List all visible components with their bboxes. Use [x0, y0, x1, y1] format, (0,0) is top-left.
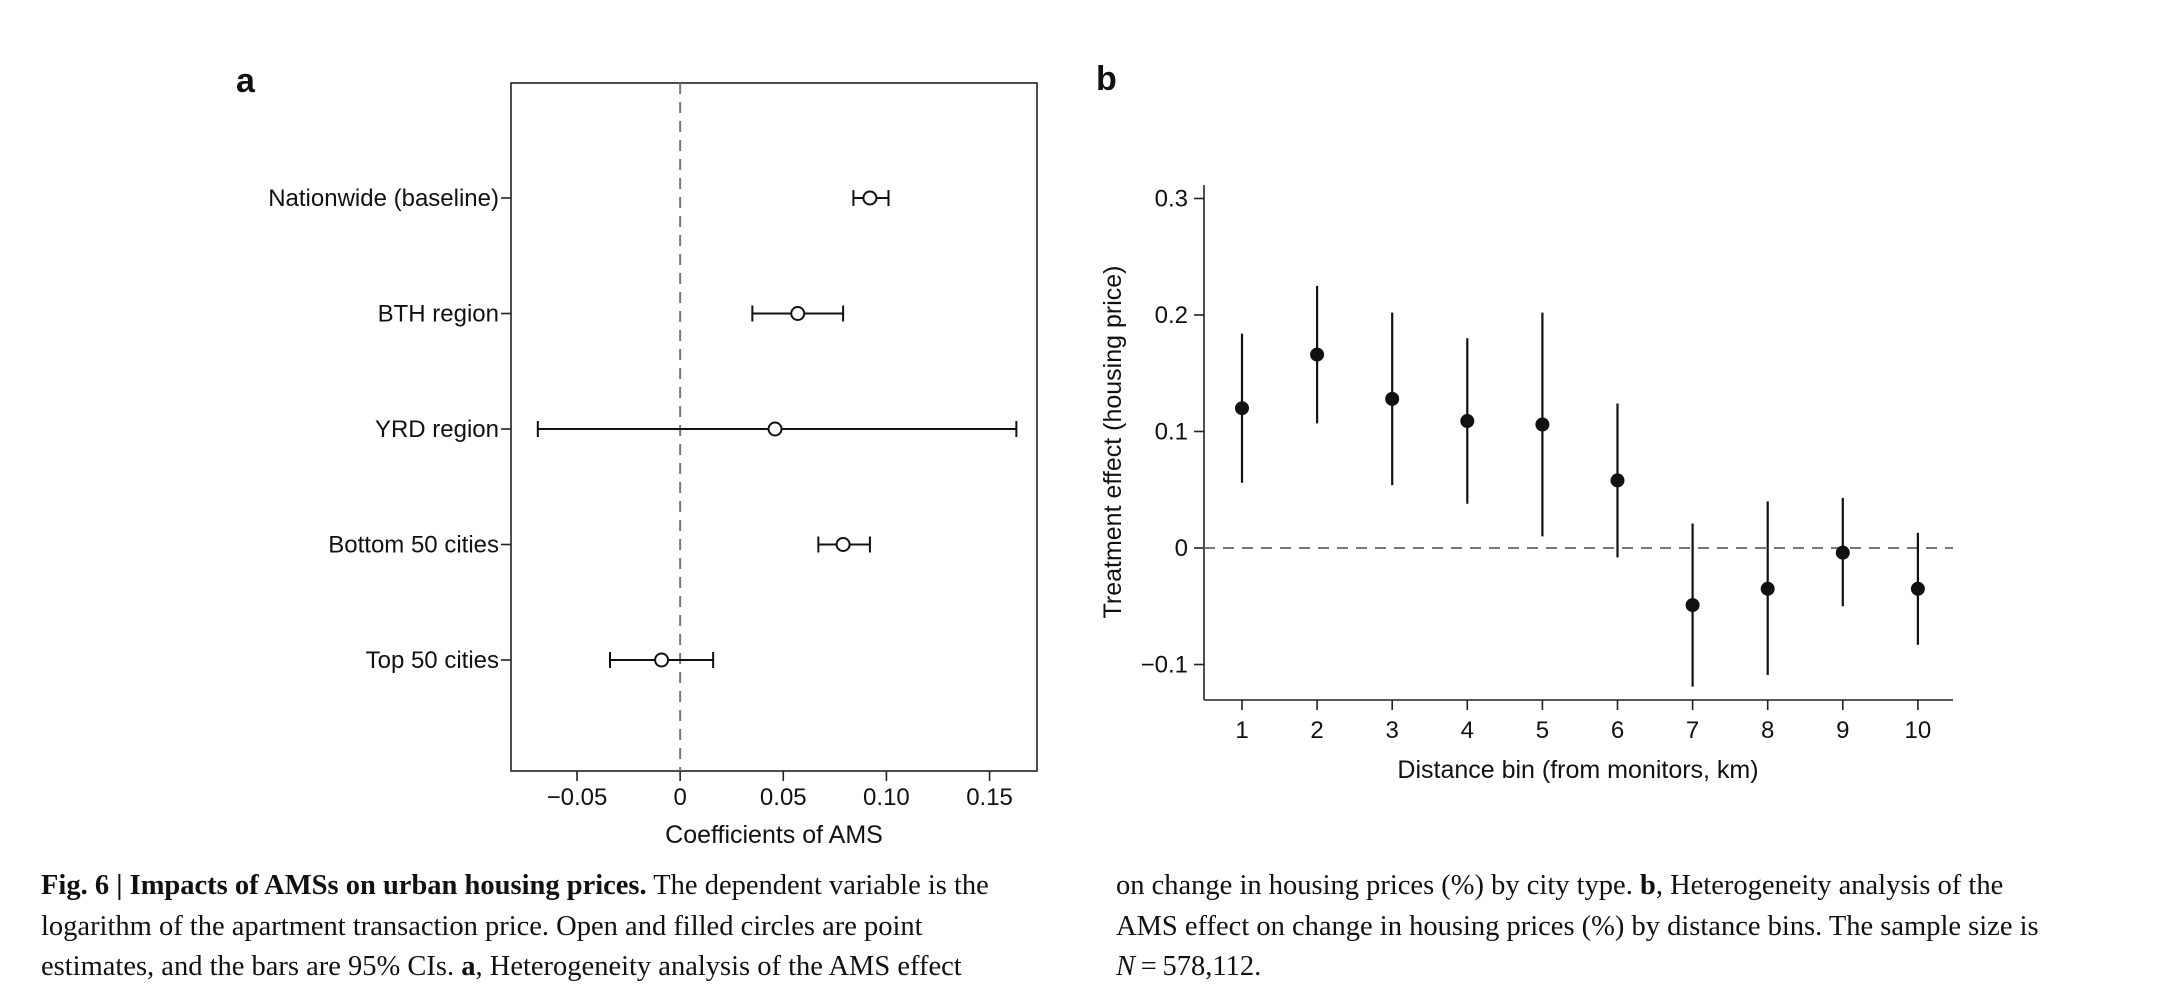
- panel-b-point-estimate: [1910, 581, 1925, 596]
- caption-text: estimates, and the bars are 95% CIs.: [41, 951, 462, 982]
- panel-a-letter: a: [236, 62, 256, 100]
- panel-a-category-label: YRD region: [375, 416, 499, 443]
- panel-b-point-estimate: [1685, 598, 1700, 613]
- caption-text: = 578,112.: [1135, 951, 1262, 982]
- panel-b-y-tick-label: −0.1: [1141, 652, 1188, 679]
- panel-b-letter: b: [1096, 60, 1117, 98]
- panel-a-x-tick-label: −0.05: [547, 784, 608, 811]
- panel-b-x-tick-label: 5: [1536, 717, 1549, 744]
- panel-b-point-estimate: [1610, 473, 1625, 488]
- panel-b-x-tick-label: 8: [1761, 717, 1774, 744]
- panel-a-point-estimate: [654, 652, 670, 668]
- caption-line: Fig. 6 | Impacts of AMSs on urban housin…: [41, 866, 1101, 907]
- panel-b-x-tick-label: 4: [1461, 717, 1474, 744]
- panel-a-x-tick-label: 0: [673, 784, 686, 811]
- caption-text: Fig. 6 | Impacts of AMSs on urban housin…: [41, 870, 647, 901]
- caption-text: The dependent variable is the: [646, 870, 989, 901]
- panel-b-x-tick-label: 9: [1836, 717, 1849, 744]
- panel-a-x-tick-label: 0.15: [966, 784, 1013, 811]
- panel-a-x-tick-label: 0.05: [760, 784, 807, 811]
- panel-b-y-axis-label: Treatment effect (housing price): [1099, 266, 1127, 619]
- panel-b-x-tick-label: 1: [1235, 717, 1248, 744]
- panel-a-point-estimate: [790, 306, 806, 321]
- panel-b-x-axis-label: Distance bin (from monitors, km): [1397, 756, 1758, 784]
- panel-a-x-axis: −0.05 0 0.05 0.10 0.15: [547, 771, 1013, 811]
- panel-b-y-tick-label: 0.3: [1155, 186, 1188, 213]
- panel-a-category-label: Top 50 cities: [366, 647, 499, 674]
- panel-b-point-estimate: [1760, 581, 1775, 596]
- caption-text: , Heterogeneity analysis of the: [1655, 870, 2004, 901]
- panel-b-x-tick-label: 10: [1905, 717, 1932, 744]
- panel-a-point-estimate: [767, 421, 783, 437]
- panel-a-category-label: Bottom 50 cities: [328, 532, 499, 559]
- caption-line: AMS effect on change in housing prices (…: [1116, 907, 2176, 948]
- panel-b-y-axis: −0.1 0 0.1 0.2 0.3: [1141, 186, 1204, 679]
- panel-b-point-estimate: [1460, 414, 1475, 429]
- panel-a: a Nationwide (baseline) BTH region YRD reg…: [236, 62, 1038, 849]
- panel-b-x-tick-label: 6: [1611, 717, 1624, 744]
- panel-b-x-tick-label: 2: [1310, 717, 1323, 744]
- panel-b-x-axis: 1 2 3 4 5 6 7 8 9 10: [1235, 700, 1931, 744]
- panel-b-point-estimate: [1235, 401, 1249, 416]
- panel-a-marks: [536, 190, 1018, 668]
- panel-b-x-tick-label: 3: [1386, 717, 1399, 744]
- panel-b-x-tick-label: 7: [1686, 717, 1699, 744]
- panel-a-category-label: Nationwide (baseline): [268, 185, 499, 212]
- panel-b-y-tick-label: 0: [1175, 535, 1188, 562]
- caption-text: on change in housing prices (%) by city …: [1116, 870, 1640, 901]
- panel-b-point-estimate: [1385, 391, 1400, 406]
- caption-text: b: [1639, 870, 1656, 901]
- panel-a-frame: [510, 82, 1038, 772]
- panel-a-x-tick-label: 0.10: [863, 784, 910, 811]
- figure-caption-right-column: on change in housing prices (%) by city …: [1116, 866, 2176, 988]
- panel-b-point-estimate: [1310, 347, 1325, 362]
- caption-line: on change in housing prices (%) by city …: [1116, 866, 2176, 907]
- figure-caption-left-column: Fig. 6 | Impacts of AMSs on urban housin…: [41, 866, 1101, 988]
- panel-a-point-estimate: [862, 190, 878, 206]
- panel-b-point-estimate: [1835, 545, 1850, 560]
- caption-text: AMS effect on change in housing prices (…: [1116, 910, 2039, 942]
- caption-text: logarithm of the apartment transaction p…: [41, 910, 923, 942]
- panel-a-category-axis: Nationwide (baseline) BTH region YRD regio…: [268, 185, 511, 674]
- panel-b-y-tick-label: 0.2: [1155, 302, 1188, 329]
- panel-a-category-label: BTH region: [378, 301, 499, 328]
- panel-b-marks: [1235, 285, 1925, 687]
- panel-a-point-estimate: [835, 537, 851, 552]
- panel-b: b −0.1 0 0.1 0.2 0.3 1 2 3 4 5 6 7 8 9 10 Distance bi…: [1096, 60, 1953, 784]
- caption-line: logarithm of the apartment transaction p…: [41, 907, 1101, 948]
- caption-text: , Heterogeneity analysis of the AMS effe…: [475, 951, 962, 982]
- caption-line: N = 578,112.: [1116, 947, 2176, 988]
- panel-a-x-axis-label: Coefficients of AMS: [665, 821, 883, 849]
- panel-b-y-tick-label: 0.1: [1155, 419, 1188, 446]
- panel-b-point-estimate: [1535, 417, 1550, 432]
- caption-text: N: [1116, 951, 1136, 982]
- caption-line: estimates, and the bars are 95% CIs. a, …: [41, 947, 1101, 988]
- caption-text: a: [461, 951, 476, 982]
